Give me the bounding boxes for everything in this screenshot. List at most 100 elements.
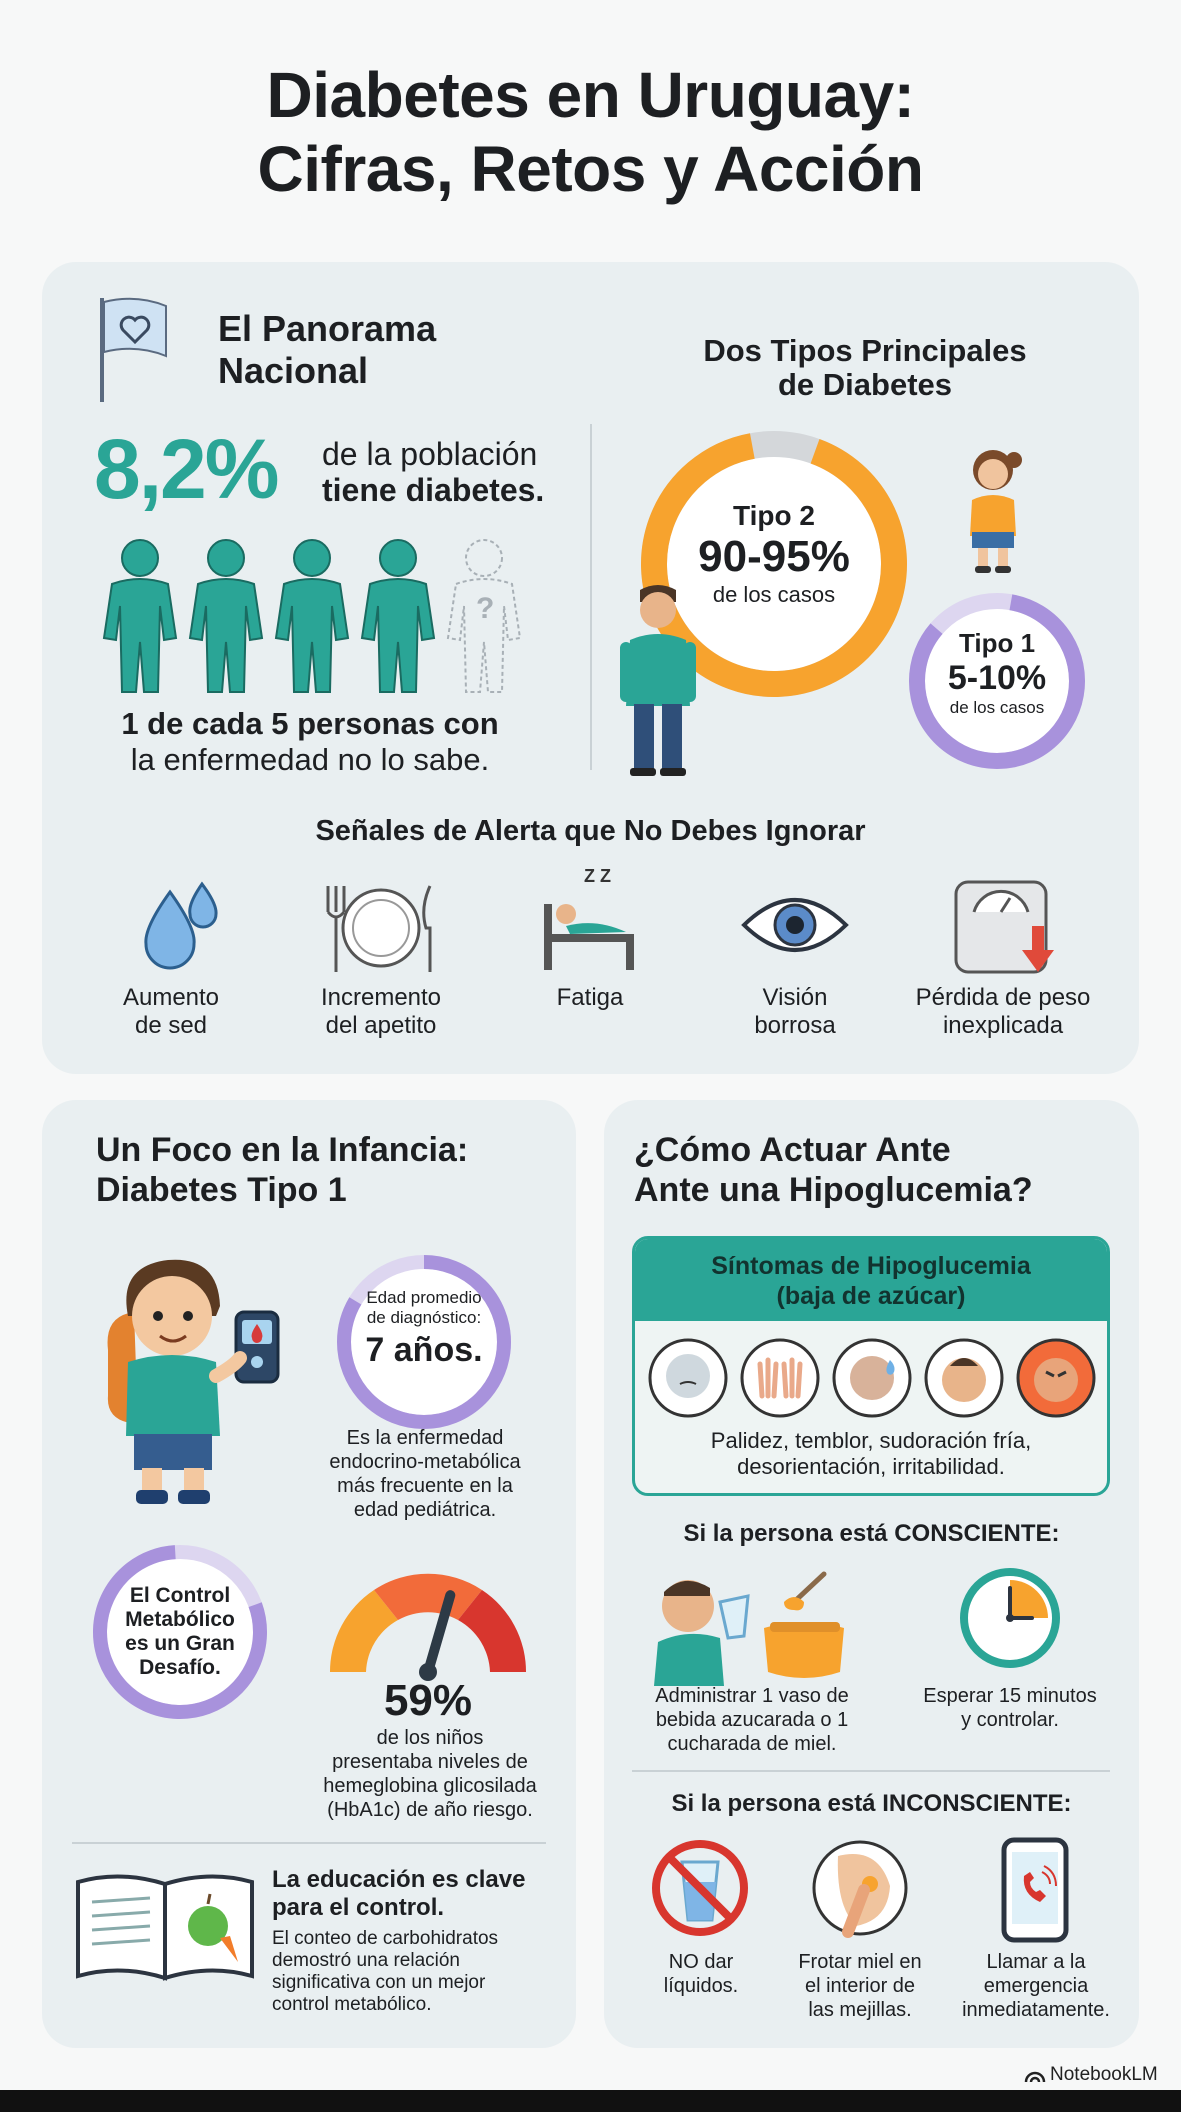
u3-line-2: emergencia [983, 1975, 1089, 1997]
conscious-title: Si la persona está CONSCIENTE: [683, 1520, 1060, 1547]
title-line-1: Diabetes en Uruguay: [266, 59, 915, 131]
age-text: Edad promedio de diagnóstico: 7 años. [346, 1288, 502, 1372]
title-line-2: Cifras, Retos y Acción [257, 133, 924, 205]
undiagnosed-line-2: la enfermedad no lo sabe. [130, 742, 490, 777]
person-icon [102, 539, 178, 693]
person-icon [274, 539, 350, 693]
footer-brand: NotebookLM [1050, 2064, 1158, 2085]
age-label: Edad promedio de diagnóstico: [346, 1288, 502, 1328]
education-line-3: significativa con un mejor [272, 1972, 486, 1993]
childhood-title-line-2: Diabetes Tipo 1 [96, 1171, 347, 1209]
girl-icon [970, 450, 1022, 573]
panorama-title: El Panorama Nacional [218, 308, 436, 392]
conscious-a-line-1: Administrar 1 vaso de [655, 1685, 849, 1707]
trembling-hands-icon [740, 1338, 820, 1418]
type2-label: Tipo 2 [733, 500, 815, 531]
u2-line-1: Frotar miel en [798, 1951, 922, 1973]
types-title: Dos Tipos Principales de Diabetes [640, 334, 1090, 402]
boy-glucometer-icon [107, 1259, 280, 1504]
type2-note: de los casos [712, 582, 836, 607]
risk-value: 59% [383, 1676, 473, 1725]
childhood-divider [72, 1842, 546, 1844]
panorama-title-line-2: Nacional [218, 350, 369, 391]
alert-label-appetite: Incremento del apetito [296, 984, 466, 1040]
water-drops-icon [144, 881, 218, 970]
challenge-line-2: Metabólico [125, 1608, 235, 1631]
bottom-bar [0, 2090, 1181, 2112]
risk-gauge [329, 1573, 527, 1681]
age-label-line-2: de diagnóstico: [366, 1308, 482, 1327]
conscious-b-line-1: Esperar 15 minutos [923, 1685, 1097, 1707]
u2-line-2: el interior de [804, 1975, 916, 1997]
conscious-a-line-2: bebida azucarada o 1 [655, 1709, 849, 1731]
education-text: El conteo de carbohidratos demostró una … [272, 1928, 572, 2016]
unknown-mark: ? [476, 592, 495, 625]
alert-label-fatigue-line-1: Fatiga [556, 984, 624, 1011]
type2-value: 90-95% [698, 532, 850, 581]
age-value: 7 años. [365, 1331, 483, 1369]
alert-label-thirst-line-1: Aumento [122, 984, 220, 1011]
sleeping-person-icon [544, 904, 634, 970]
prevalence-stat: 8,2% [94, 422, 279, 516]
prevalence-text: de la población tiene diabetes. [322, 436, 544, 508]
alert-label-appetite-line-1: Incremento [320, 984, 442, 1011]
confused-face-icon [924, 1338, 1004, 1418]
frequent-text: Es la enfermedad endocrino-metabólica má… [290, 1426, 560, 1522]
education-title-line-2: para el control. [272, 1894, 445, 1921]
type2-label-group: Tipo 2 90-95% de los casos [664, 500, 884, 608]
age-ring [337, 1255, 511, 1429]
sweating-face-icon [832, 1338, 912, 1418]
education-line-4: control metabólico. [272, 1994, 432, 2015]
symptom-faces [648, 1338, 1096, 1418]
alert-label-vision: Visión borrosa [725, 984, 865, 1040]
conscious-a-line-3: cucharada de miel. [667, 1733, 837, 1755]
page-title: Diabetes en Uruguay: Cifras, Retos y Acc… [0, 58, 1181, 206]
undiagnosed-text: 1 de cada 5 personas con la enfermedad n… [90, 706, 530, 778]
frequent-line-1: Es la enfermedad [346, 1427, 504, 1449]
person-icon [188, 539, 264, 693]
alert-label-vision-line-1: Visión [762, 984, 828, 1011]
rub-honey-icon [812, 1840, 908, 1938]
conscious-b-text: Esperar 15 minutos y controlar. [900, 1684, 1120, 1732]
frequent-line-2: endocrino-metabólica [329, 1451, 521, 1473]
types-title-line-2: de Diabetes [777, 367, 952, 402]
challenge-text: El Control Metabólico es un Gran Desafío… [100, 1584, 260, 1680]
no-liquids-icon [652, 1840, 748, 1936]
education-title-line-1: La educación es clave [272, 1866, 526, 1893]
panorama-title-line-1: El Panorama [218, 308, 437, 349]
conscious-a-text: Administrar 1 vaso de bebida azucarada o… [632, 1684, 872, 1756]
risk-line-4: (HbA1c) de año riesgo. [327, 1799, 533, 1821]
type1-value: 5-10% [947, 659, 1047, 697]
alert-label-appetite-line-2: del apetito [325, 1012, 437, 1039]
challenge-line-3: es un Gran [125, 1632, 235, 1655]
unconscious-title: Si la persona está INCONSCIENTE: [671, 1790, 1072, 1817]
u3-line-3: inmediatamente. [962, 1999, 1110, 2021]
alert-label-thirst-line-2: de sed [134, 1012, 208, 1039]
vertical-divider [590, 424, 592, 770]
u3-line-1: Llamar a la [986, 1951, 1086, 1973]
type1-label: Tipo 1 [958, 628, 1036, 658]
notebooklm-logo-icon [1024, 2071, 1046, 2083]
eye-icon [741, 898, 849, 952]
phone-emergency-icon [1001, 1837, 1069, 1943]
childhood-title-line-1: Un Foco en la Infancia: [96, 1131, 469, 1169]
education-line-1: El conteo de carbohidratos [272, 1928, 499, 1949]
unconscious-2-text: Frotar miel en el interior de las mejill… [780, 1950, 940, 2022]
type2-ring [641, 431, 907, 697]
challenge-ring [93, 1545, 267, 1719]
type1-note: de los casos [949, 698, 1045, 717]
hypo-divider [632, 1770, 1110, 1772]
book-apple-icon [76, 1874, 254, 1981]
unconscious-1-text: NO dar líquidos. [636, 1950, 766, 1998]
risk-line-3: hemeglobina glicosilada [323, 1775, 537, 1797]
symptoms-line-1: Palidez, temblor, sudoración fría, [710, 1428, 1032, 1453]
irritable-face-icon [1016, 1338, 1096, 1418]
person-icon [360, 539, 436, 693]
symptoms-header: Síntomas de Hipoglucemia (baja de azúcar… [635, 1239, 1107, 1321]
u2-line-3: las mejillas. [808, 1999, 912, 2021]
plate-cutlery-icon [326, 885, 432, 972]
alert-label-thirst: Aumento de sed [96, 984, 246, 1040]
hypoglycemia-title: ¿Cómo Actuar Ante Ante una Hipoglucemia? [634, 1130, 1033, 1210]
sleep-zz: Z Z [584, 866, 611, 886]
challenge-line-4: Desafío. [139, 1656, 221, 1679]
